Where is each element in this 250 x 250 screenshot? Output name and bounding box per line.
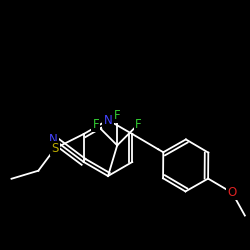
Text: N: N — [104, 114, 112, 126]
Text: F: F — [93, 118, 99, 131]
Text: S: S — [52, 142, 59, 155]
Text: F: F — [135, 118, 142, 131]
Text: O: O — [228, 186, 237, 199]
Text: N: N — [49, 133, 58, 146]
Text: F: F — [114, 109, 120, 122]
